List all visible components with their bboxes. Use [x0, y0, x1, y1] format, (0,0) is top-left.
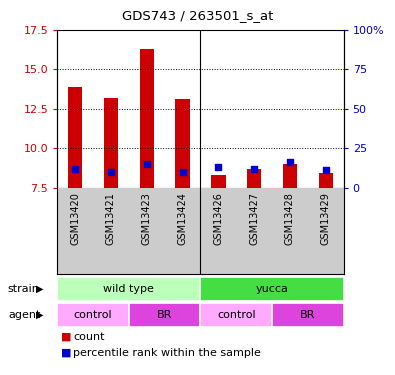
Text: GSM13423: GSM13423 [142, 192, 152, 245]
Bar [104, 98, 118, 188]
Text: GSM13427: GSM13427 [249, 192, 259, 245]
Point [287, 159, 293, 165]
Text: ■: ■ [61, 348, 72, 357]
Bar [201, 277, 344, 301]
Text: GSM13420: GSM13420 [70, 192, 80, 245]
Text: GSM13426: GSM13426 [213, 192, 223, 245]
Text: control: control [74, 310, 113, 320]
Bar [57, 303, 129, 327]
Text: control: control [217, 310, 256, 320]
Text: GSM13428: GSM13428 [285, 192, 295, 245]
Text: percentile rank within the sample: percentile rank within the sample [73, 348, 261, 357]
Bar [57, 277, 201, 301]
Point [323, 167, 329, 173]
Text: strain: strain [8, 284, 40, 294]
Text: ■: ■ [61, 332, 72, 342]
Point [251, 166, 257, 172]
Bar [211, 175, 226, 188]
Text: GSM13424: GSM13424 [178, 192, 188, 245]
Bar [175, 99, 190, 188]
Bar [247, 169, 261, 188]
Text: ▶: ▶ [36, 284, 43, 294]
Text: GSM13429: GSM13429 [321, 192, 331, 245]
Point [144, 161, 150, 167]
Text: GSM13421: GSM13421 [106, 192, 116, 245]
Point [108, 169, 114, 175]
Bar [201, 303, 272, 327]
Bar [272, 303, 344, 327]
Text: BR: BR [157, 310, 172, 320]
Text: wild type: wild type [103, 284, 154, 294]
Point [179, 169, 186, 175]
Bar [129, 303, 201, 327]
Text: BR: BR [300, 310, 316, 320]
Text: count: count [73, 332, 105, 342]
Text: agent: agent [8, 310, 40, 320]
Point [215, 164, 222, 170]
Bar [319, 173, 333, 188]
Bar [283, 164, 297, 188]
Bar [68, 87, 82, 188]
Point [72, 166, 78, 172]
Bar [139, 49, 154, 188]
Text: ▶: ▶ [36, 310, 43, 320]
Text: GDS743 / 263501_s_at: GDS743 / 263501_s_at [122, 9, 273, 22]
Text: yucca: yucca [256, 284, 288, 294]
